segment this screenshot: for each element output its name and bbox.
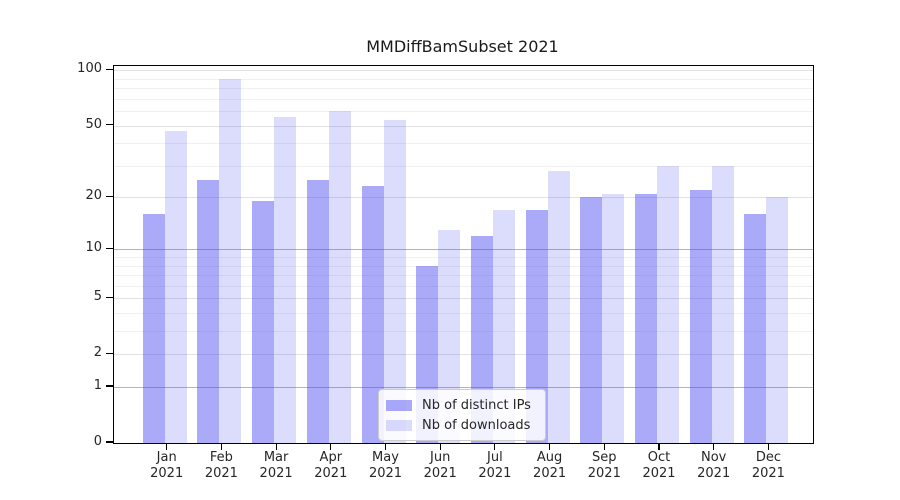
bar-ips-dec <box>744 214 767 443</box>
x-tick-label: Apr 2021 <box>314 450 348 481</box>
bar-downloads-nov <box>711 165 734 443</box>
y-tick-label: 5 <box>93 289 102 305</box>
y-tick <box>106 68 113 71</box>
y-tick-label: 20 <box>85 188 102 204</box>
x-tick <box>549 443 551 450</box>
bar-downloads-sep <box>602 193 625 443</box>
bar-ips-aug <box>525 209 548 443</box>
legend-item-distinct-ips: Nb of distinct IPs <box>386 395 538 415</box>
legend-label-distinct-ips: Nb of distinct IPs <box>422 397 531 413</box>
major-gridline <box>114 197 813 199</box>
x-tick-label: Jan 2021 <box>150 450 184 481</box>
x-tick-label: Feb 2021 <box>204 450 238 481</box>
x-tick <box>658 443 660 450</box>
minor-gridline <box>114 88 813 90</box>
x-tick <box>439 443 441 450</box>
bar-ips-apr <box>306 180 329 443</box>
major-gridline <box>114 387 813 389</box>
x-tick-label: Nov 2021 <box>697 450 731 481</box>
bar-ips-feb <box>197 180 220 443</box>
x-tick-label: Jul 2021 <box>478 450 512 481</box>
bar-downloads-jul <box>492 209 515 443</box>
bar-ips-nov <box>689 189 712 443</box>
y-tick <box>106 124 113 126</box>
minor-gridline <box>114 285 813 287</box>
y-tick <box>106 296 113 298</box>
bar-downloads-apr <box>328 111 351 443</box>
x-tick <box>713 443 715 450</box>
x-tick-label: Jun 2021 <box>423 450 457 481</box>
minor-gridline <box>114 98 813 100</box>
legend: Nb of distinct IPs Nb of downloads <box>378 389 546 441</box>
minor-gridline <box>114 143 813 145</box>
x-tick-label: Mar 2021 <box>259 450 293 481</box>
bar-downloads-may <box>383 119 406 443</box>
minor-gridline <box>114 165 813 167</box>
y-tick <box>106 352 113 354</box>
x-tick <box>603 443 605 450</box>
x-tick <box>220 443 222 450</box>
y-tick-label: 50 <box>85 116 102 132</box>
minor-gridline <box>114 331 813 333</box>
bar-ips-sep <box>580 197 603 443</box>
y-tick <box>106 441 113 443</box>
x-tick-label: Sep 2021 <box>587 450 621 481</box>
minor-gridline <box>114 78 813 80</box>
major-gridline <box>114 298 813 300</box>
y-tick <box>106 385 113 387</box>
x-tick <box>494 443 496 450</box>
legend-swatch-distinct-ips <box>386 399 412 411</box>
x-tick <box>275 443 277 450</box>
legend-swatch-downloads <box>386 419 412 431</box>
legend-label-downloads: Nb of downloads <box>422 417 531 433</box>
minor-gridline <box>114 313 813 315</box>
y-tick-label: 2 <box>93 345 102 361</box>
y-tick-label: 10 <box>85 240 102 256</box>
y-tick-label: 1 <box>93 378 102 394</box>
major-gridline <box>114 125 813 127</box>
y-tick <box>106 195 113 197</box>
bar-downloads-jan <box>164 130 187 443</box>
bar-ips-mar <box>252 201 275 443</box>
x-tick-label: May 2021 <box>368 450 403 481</box>
minor-gridline <box>114 257 813 259</box>
bar-downloads-aug <box>547 171 570 443</box>
bar-ips-oct <box>635 193 657 443</box>
x-tick <box>767 443 769 450</box>
x-tick <box>384 443 387 450</box>
bar-downloads-oct <box>657 165 679 443</box>
minor-gridline <box>114 275 813 277</box>
x-tick <box>166 443 168 450</box>
x-tick-label: Dec 2021 <box>751 450 785 481</box>
bar-downloads-dec <box>766 197 789 443</box>
bar-ips-jan <box>142 214 165 443</box>
plot-area <box>113 65 814 444</box>
x-tick-label: Oct 2021 <box>642 450 676 481</box>
legend-item-downloads: Nb of downloads <box>386 415 538 435</box>
y-tick-label: 100 <box>77 61 102 77</box>
chart-title: MMDiffBamSubset 2021 <box>366 37 559 56</box>
y-tick-label: 0 <box>93 434 102 449</box>
major-gridline <box>114 354 813 356</box>
major-gridline <box>114 70 813 72</box>
major-gridline <box>114 249 813 251</box>
minor-gridline <box>114 111 813 113</box>
bar-downloads-feb <box>219 78 242 443</box>
minor-gridline <box>114 265 813 267</box>
bar-ips-may <box>361 186 384 443</box>
x-tick-label: Aug 2021 <box>533 450 567 481</box>
y-tick <box>106 247 113 250</box>
x-tick <box>330 443 332 450</box>
bar-downloads-mar <box>274 116 297 443</box>
